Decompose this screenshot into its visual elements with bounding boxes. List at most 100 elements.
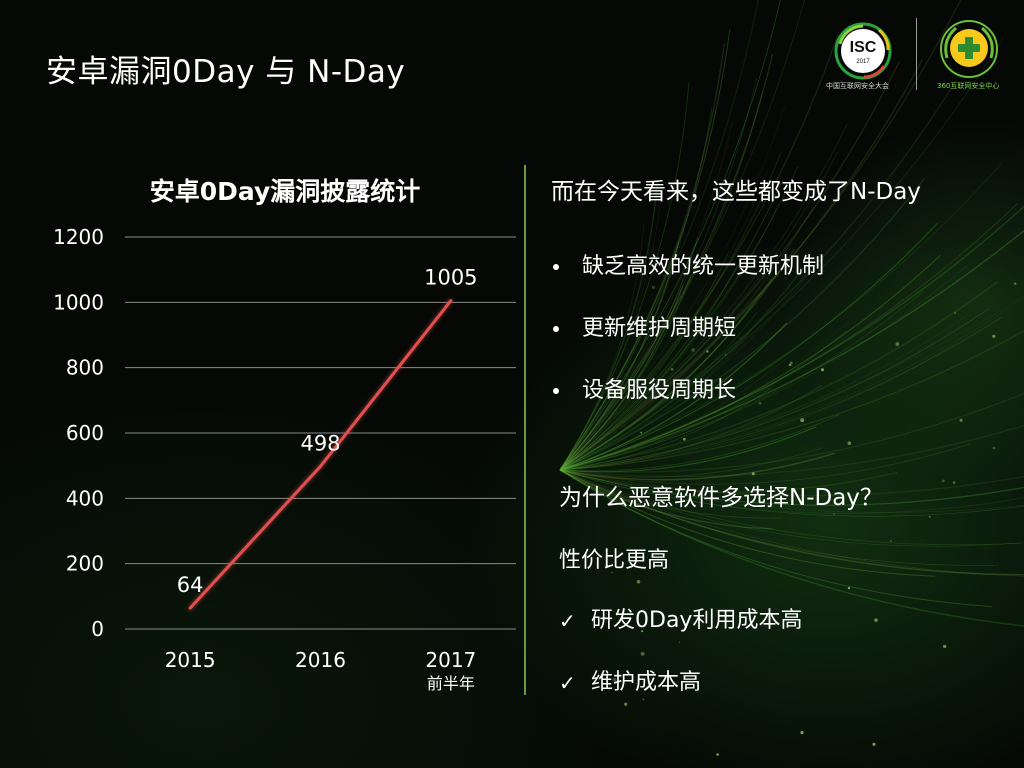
light-streak	[559, 0, 962, 471]
check-item: ✓ 研发0Day利用成本高	[559, 602, 802, 664]
light-particle	[800, 730, 804, 735]
bullet-text: 设备服役周期长	[582, 378, 737, 403]
light-streak	[559, 170, 769, 471]
isc-logo-text: ISC	[850, 39, 877, 56]
logo-divider	[916, 18, 917, 90]
light-streak	[559, 207, 814, 471]
light-streak	[559, 205, 1024, 471]
light-streak	[559, 342, 958, 471]
light-streak	[559, 285, 684, 471]
column-divider	[524, 165, 526, 695]
bullet-list: 缺乏高效的统一更新机制 更新维护周期短 设备服役周期长	[551, 236, 824, 422]
light-particle	[1014, 282, 1017, 285]
light-streak	[559, 392, 1024, 473]
light-streak	[559, 180, 659, 471]
light-particle	[682, 437, 686, 441]
light-streak	[559, 469, 1024, 627]
light-streak	[559, 469, 993, 608]
light-streak	[559, 0, 806, 471]
light-streak	[559, 251, 730, 471]
light-streak	[559, 469, 773, 530]
light-streak	[559, 92, 763, 471]
x-tick-label: 2017	[425, 648, 476, 672]
chart-grid	[125, 236, 516, 630]
light-particle	[610, 381, 613, 383]
y-tick-label: 200	[66, 552, 104, 576]
light-streak	[559, 81, 690, 471]
light-particle	[751, 472, 755, 476]
light-particle	[895, 342, 900, 346]
light-particle	[788, 363, 792, 367]
light-particle	[670, 367, 674, 371]
light-streak	[559, 29, 731, 471]
light-streak	[559, 322, 788, 471]
light-streak	[559, 58, 924, 471]
light-particle	[790, 361, 793, 364]
light-streak	[559, 316, 1003, 471]
light-streak	[559, 447, 823, 478]
y-tick-label: 800	[66, 356, 104, 380]
light-streak	[559, 191, 663, 471]
light-particle	[706, 350, 709, 353]
light-streak	[559, 296, 1024, 471]
light-streak	[559, 202, 1019, 471]
light-streak	[559, 80, 957, 471]
light-streak	[559, 353, 793, 471]
light-streak	[559, 254, 941, 471]
light-streak	[559, 312, 758, 471]
light-streak	[559, 261, 809, 471]
light-particle	[611, 571, 613, 574]
light-streak	[559, 33, 839, 471]
bullet-dot-icon	[553, 326, 559, 332]
light-streak	[559, 61, 900, 471]
isc-caption: 中国互联网安全大会	[826, 82, 889, 90]
y-tick-label: 1000	[53, 290, 104, 314]
data-label: 64	[177, 573, 204, 597]
light-streak	[559, 308, 990, 471]
light-particle	[889, 539, 892, 542]
light-particle	[758, 401, 762, 405]
light-streak	[559, 222, 938, 471]
x-tick-sublabel: 前半年	[427, 674, 475, 693]
light-particle	[928, 515, 931, 518]
light-streak	[559, 330, 1024, 471]
light-streak	[559, 469, 1024, 577]
check-list: ✓ 研发0Day利用成本高 ✓ 维护成本高	[559, 602, 802, 726]
y-tick-label: 0	[91, 617, 104, 641]
light-particle	[724, 354, 727, 356]
light-particle	[992, 334, 996, 338]
light-streak	[559, 162, 1003, 471]
light-particle	[874, 618, 878, 622]
bullet-dot-icon	[553, 264, 559, 270]
light-particle	[691, 347, 696, 352]
light-streak	[559, 180, 783, 471]
light-streak	[559, 469, 898, 493]
light-streak	[559, 273, 692, 471]
light-streak	[559, 151, 782, 471]
chart-series	[188, 299, 453, 610]
light-streak	[559, 469, 935, 577]
light-particle	[641, 630, 644, 633]
light-streak	[559, 332, 750, 471]
series-line	[188, 299, 453, 610]
light-particle	[872, 742, 876, 746]
bullet-text: 更新维护周期短	[582, 316, 737, 341]
light-streak	[559, 107, 713, 471]
light-particle	[953, 311, 957, 315]
360-logo-icon	[940, 20, 998, 78]
light-streak	[559, 248, 795, 471]
chart-data-labels: 64 498 1005	[177, 266, 478, 597]
light-streak	[559, 264, 738, 471]
light-streak	[559, 237, 699, 471]
light-particle	[821, 368, 824, 372]
light-streak	[559, 387, 772, 471]
light-streak	[559, 151, 839, 471]
light-particle	[942, 644, 947, 649]
light-streak	[559, 53, 774, 471]
light-particle	[624, 702, 628, 706]
light-streak	[559, 330, 847, 471]
light-streak	[559, 469, 1024, 497]
light-streak	[559, 469, 1024, 513]
